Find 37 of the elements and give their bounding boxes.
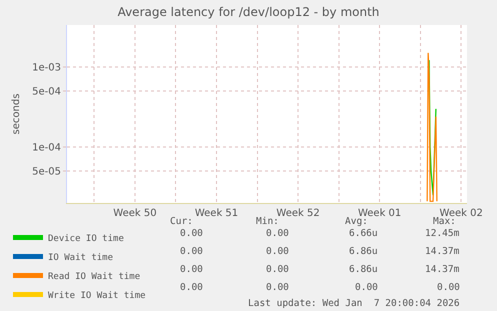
text: 12.45m: [425, 228, 460, 239]
x-tick-label: Week 01: [358, 208, 402, 219]
text: 6.86u: [349, 246, 378, 257]
x-tick-label: Week 02: [440, 208, 483, 219]
text: 0.00: [437, 282, 460, 293]
text: Min:: [256, 216, 279, 227]
text: 6.66u: [349, 228, 378, 239]
text: Last update: Wed Jan 7 20:00:04 2026: [248, 298, 460, 309]
text: Max:: [433, 216, 456, 227]
legend-label: Device IO time: [48, 234, 124, 244]
line-series: [426, 52, 438, 202]
text: 0.00: [266, 228, 290, 239]
text: Avg:: [345, 216, 368, 227]
text: 14.37m: [425, 264, 460, 275]
text: 0.00: [180, 264, 204, 275]
legend-label: IO Wait time: [48, 253, 114, 264]
text: 6.86u: [349, 264, 378, 275]
text: 0.00: [180, 282, 204, 293]
x-tick-label: Week 50: [113, 208, 157, 219]
text: 0.00: [355, 282, 378, 293]
legend-label: Write IO Wait time: [48, 291, 146, 302]
y-tick-label: 5e-04: [32, 86, 61, 98]
text: 0.00: [266, 246, 290, 257]
x-tick-label: Week 51: [194, 208, 238, 219]
text: 0.00: [180, 246, 204, 257]
y-tick-label: 1e-03: [32, 62, 61, 74]
y-axis-title: seconds: [11, 94, 22, 134]
legend-label: Read IO Wait time: [48, 272, 140, 282]
text: Cur:: [170, 216, 193, 227]
chart-title: Average latency for /dev/loop12 - by month: [118, 5, 380, 20]
text: 0.00: [266, 264, 290, 275]
text: 0.00: [266, 282, 290, 293]
text: 14.37m: [425, 246, 460, 257]
y-tick-label: 5e-05: [32, 166, 61, 178]
x-tick-label: Week 52: [276, 208, 320, 219]
text: 0.00: [180, 228, 204, 239]
y-tick-label: 1e-04: [32, 142, 61, 154]
